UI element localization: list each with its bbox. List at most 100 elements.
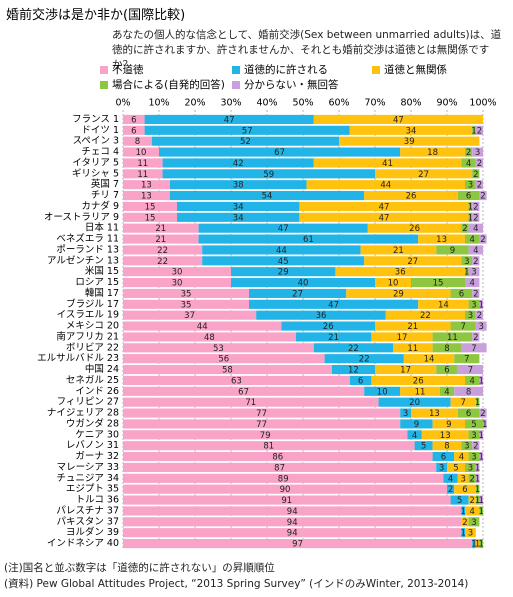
bar-segment [468,212,473,222]
bar-segment [375,364,437,375]
y-tick-label: エジプト 35 [66,484,119,495]
value-label: 26 [413,376,424,386]
question: あなたの個人的な信念として、婚前交渉(Sex between unmarried… [112,29,502,71]
bar-segment [411,277,465,288]
bar-segment [123,528,462,538]
value-label: 15 [145,213,156,223]
x-tick-label: 60% [328,98,349,109]
bar-segment [457,190,480,201]
bar-segment [457,408,480,418]
bar-segment [432,343,462,353]
value-label: 5 [457,496,462,506]
value-label: 30 [172,279,183,289]
y-tick-label: チェコ 4 [81,147,119,158]
value-label: 1 [475,398,480,408]
bar-segment [123,343,314,353]
y-tick-label: ブラジル 17 [66,298,119,310]
value-label: 6 [466,192,471,202]
bar-segment [324,354,404,364]
value-label: 35 [181,300,192,310]
value-label: 7 [464,355,469,365]
bar-segment [475,158,483,168]
bar-segment [468,495,476,505]
value-label: 36 [316,311,327,321]
bar-segment [123,223,199,233]
value-label: 10 [388,279,399,289]
bar-segment [414,441,433,451]
bar-segment [123,332,296,342]
bar-segment [400,147,465,157]
bar-segment [123,212,177,222]
value-label: 7 [460,398,465,408]
bar-segment [454,386,483,396]
value-label: 6 [131,115,136,125]
bar-segment [123,375,350,386]
y-tick-label: フランス 1 [72,114,119,125]
value-label: 3 [468,311,473,321]
value-label: 3 [475,148,480,158]
bar-segment [465,506,480,516]
bar-segment [162,158,314,168]
value-label: 45 [278,257,289,267]
value-label: 9 [450,246,455,256]
bar-segment [202,256,365,266]
value-label: 5 [453,463,458,473]
value-label: 7 [468,366,473,376]
value-label: 37 [184,311,195,321]
bar-segment [461,343,487,353]
bar-segment [378,397,451,407]
value-label: 22 [157,246,168,256]
bar-segment [475,462,480,473]
value-label: 91 [281,496,292,506]
value-label: 47 [379,202,390,212]
y-tick-label: 英国 7 [91,178,119,190]
value-label: 8 [444,344,449,354]
y-tick-label: イタリア 5 [72,157,119,168]
bar-segment [436,462,447,473]
y-tick-label: オーストラリア 9 [44,212,119,223]
y-tick-label: 中国 24 [85,363,119,375]
bar-segment [436,245,469,255]
y-tick-label: ナイジェリア 28 [47,408,119,419]
x-tick-label: 100% [469,98,496,109]
bar-segment [400,386,440,396]
bar-segment [249,288,347,299]
value-label: 2 [477,181,482,191]
bar-segment [421,430,469,440]
bar-segment [468,267,480,277]
value-label: 6 [131,126,136,136]
value-label: 8 [135,137,140,147]
value-label: 47 [393,115,404,125]
value-label: 52 [240,137,251,147]
y-tick-label: 日本 11 [85,222,119,234]
bar-segment [450,397,476,407]
bar-segment [472,441,480,451]
bar-segment [411,408,458,418]
y-tick-label: スペイン 3 [73,136,119,147]
bar-segment [123,441,415,451]
value-label: 3 [471,431,476,441]
bar-segment [123,288,249,299]
value-label: 86 [272,453,283,463]
bar-segment [403,354,455,364]
bar-segment [295,332,372,342]
legend-label: 道徳的に許される [244,63,328,76]
y-tick-label: ドイツ 1 [81,125,119,136]
bar-segment [465,277,480,288]
bar-segment [123,299,249,309]
y-tick-label: エルサルバドル 23 [37,353,119,364]
value-label: 1 [475,485,480,495]
value-label: 3 [471,518,476,528]
value-label: 1 [460,529,465,539]
bar-segment [472,201,480,212]
value-label: 14 [438,300,449,310]
y-tick-label: マレーシア 33 [57,462,119,473]
value-label: 2 [473,289,478,299]
bar-segment [123,201,177,212]
bar-segment [123,147,159,157]
bar-segment [468,245,483,255]
value-label: 47 [278,224,289,234]
value-label: 3 [471,268,476,278]
bar-segment [418,299,469,309]
bar-segment [479,375,483,386]
